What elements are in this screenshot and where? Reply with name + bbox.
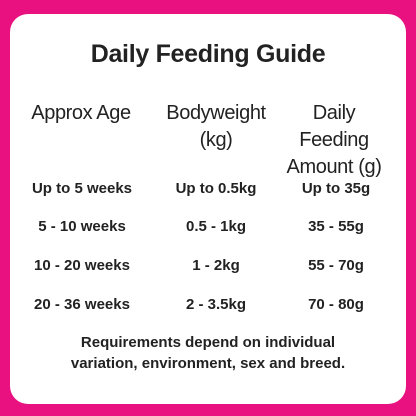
amount-cell: 70 - 80g bbox=[308, 296, 364, 313]
amount-cell: 35 - 55g bbox=[308, 218, 364, 235]
bodyweight-cell: 0.5 - 1kg bbox=[185, 218, 247, 235]
table-row: 5 - 10 weeks 0.5 - 1kg 35 - 55g bbox=[10, 218, 406, 238]
column-header-bodyweight-line1: Bodyweight bbox=[166, 102, 266, 124]
column-header-amount: Daily Feeding Amount (g) bbox=[276, 100, 392, 181]
table-row: 10 - 20 weeks 1 - 2kg 55 - 70g bbox=[10, 257, 406, 277]
bodyweight-cell: Up to 0.5kg bbox=[175, 180, 257, 197]
requirements-note: Requirements depend on individual variat… bbox=[40, 332, 376, 374]
amount-cell: 55 - 70g bbox=[308, 257, 364, 274]
requirements-note-line1: Requirements depend on individual bbox=[80, 334, 336, 351]
bodyweight-cell: 2 - 3.5kg bbox=[185, 296, 247, 313]
column-header-age-line1: Approx Age bbox=[31, 102, 131, 124]
bodyweight-cell: 1 - 2kg bbox=[192, 257, 240, 274]
amount-cell: Up to 35g bbox=[301, 180, 371, 197]
requirements-note-line2: variation, environment, sex and breed. bbox=[70, 355, 346, 372]
table-row: 20 - 36 weeks 2 - 3.5kg 70 - 80g bbox=[10, 296, 406, 316]
age-cell: 5 - 10 weeks bbox=[38, 218, 126, 235]
feeding-guide-card: Daily Feeding Guide Approx Age Bodyweigh… bbox=[10, 14, 406, 404]
age-cell: 10 - 20 weeks bbox=[34, 257, 130, 274]
table-row: Up to 5 weeks Up to 0.5kg Up to 35g bbox=[10, 180, 406, 200]
age-cell: 20 - 36 weeks bbox=[34, 296, 130, 313]
column-header-amount-line2: Amount (g) bbox=[286, 156, 382, 178]
column-header-bodyweight: Bodyweight (kg) bbox=[160, 100, 272, 154]
page-title: Daily Feeding Guide bbox=[90, 40, 326, 68]
column-header-bodyweight-line2: (kg) bbox=[199, 129, 233, 151]
column-header-age: Approx Age bbox=[26, 100, 136, 127]
age-cell: Up to 5 weeks bbox=[31, 180, 133, 197]
column-header-amount-line1: Daily Feeding bbox=[299, 102, 369, 151]
